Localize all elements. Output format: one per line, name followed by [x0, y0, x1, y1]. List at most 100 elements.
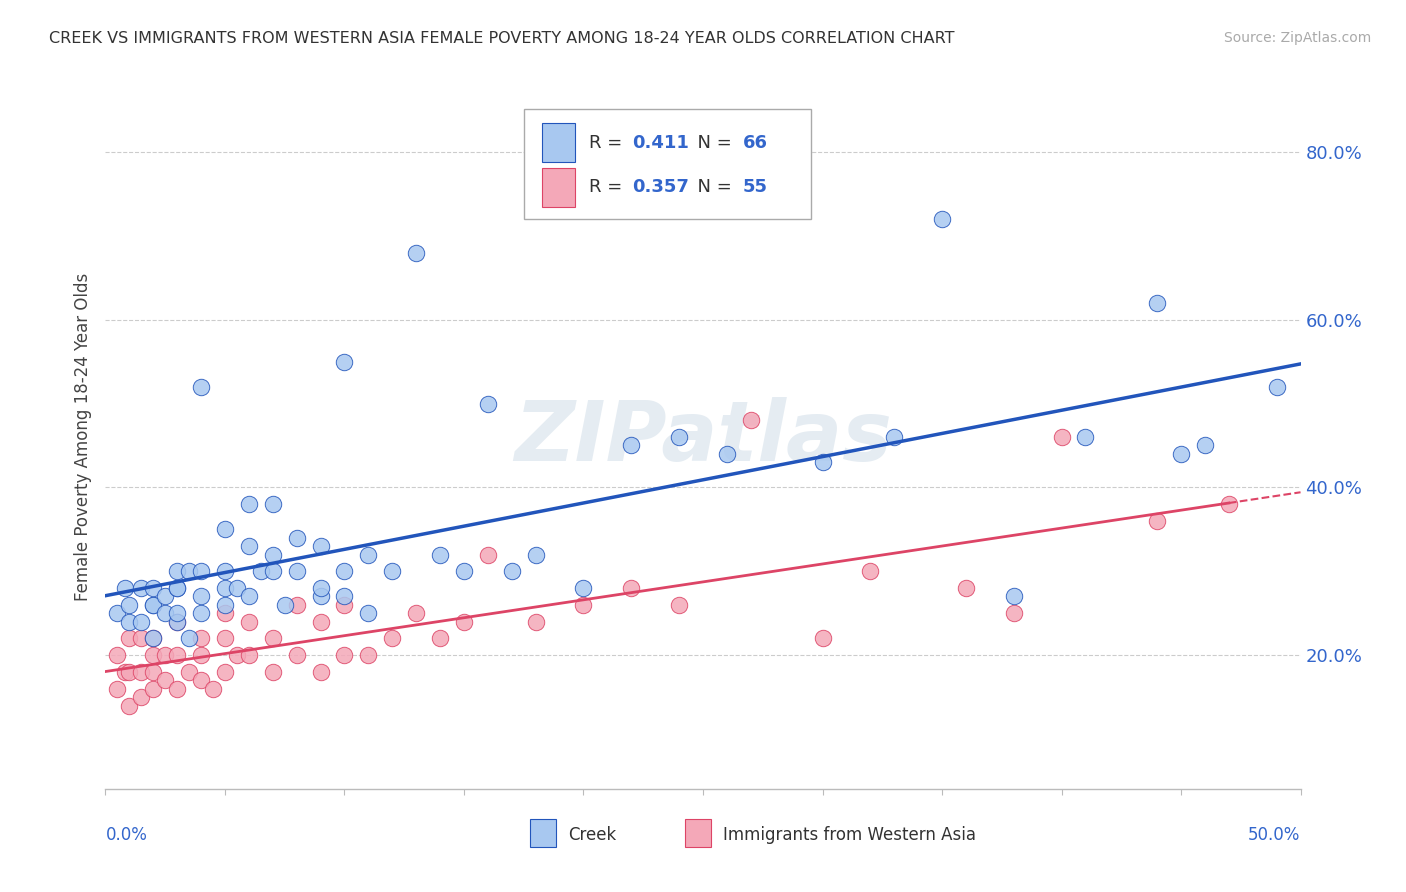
Point [214, 598, 236, 612]
Point [620, 581, 643, 595]
Y-axis label: Female Poverty Among 18-24 Year Olds: Female Poverty Among 18-24 Year Olds [73, 273, 91, 601]
Text: Source: ZipAtlas.com: Source: ZipAtlas.com [1223, 31, 1371, 45]
Point [309, 539, 332, 553]
Point [668, 430, 690, 444]
Point [166, 681, 188, 696]
Point [166, 581, 188, 595]
Point [1002, 607, 1025, 621]
Point [524, 548, 547, 562]
Point [142, 598, 165, 612]
Text: 66: 66 [742, 134, 768, 152]
Point [177, 564, 201, 578]
Point [859, 564, 882, 578]
Text: 0.357: 0.357 [633, 178, 689, 196]
Point [931, 211, 953, 226]
Point [309, 581, 332, 595]
Text: CREEK VS IMMIGRANTS FROM WESTERN ASIA FEMALE POVERTY AMONG 18-24 YEAR OLDS CORRE: CREEK VS IMMIGRANTS FROM WESTERN ASIA FE… [49, 31, 955, 46]
Point [262, 564, 284, 578]
Point [166, 564, 188, 578]
Point [524, 615, 547, 629]
Point [333, 598, 356, 612]
Point [190, 380, 212, 394]
Point [1218, 497, 1240, 511]
Point [202, 681, 225, 696]
Point [153, 648, 177, 663]
Point [1146, 296, 1168, 310]
Point [285, 598, 308, 612]
Point [883, 430, 905, 444]
Point [118, 665, 141, 679]
Point [955, 581, 977, 595]
Point [190, 607, 212, 621]
Point [107, 607, 129, 621]
Point [453, 615, 475, 629]
Point [250, 564, 273, 578]
Point [238, 615, 260, 629]
Point [166, 648, 188, 663]
Point [453, 564, 475, 578]
Point [273, 598, 295, 612]
Point [142, 681, 165, 696]
Point [129, 581, 153, 595]
Point [118, 598, 141, 612]
Point [285, 648, 308, 663]
Point [285, 531, 308, 545]
Point [129, 632, 153, 646]
Point [118, 632, 141, 646]
Point [309, 615, 332, 629]
Point [142, 632, 165, 646]
Point [214, 632, 236, 646]
Point [333, 564, 356, 578]
Point [153, 590, 177, 604]
Point [166, 581, 188, 595]
FancyBboxPatch shape [685, 819, 711, 847]
Point [190, 632, 212, 646]
Text: R =: R = [589, 134, 628, 152]
Point [1146, 514, 1168, 528]
Text: ZIPatlas: ZIPatlas [515, 397, 891, 477]
Point [262, 632, 284, 646]
Point [620, 438, 643, 452]
Point [142, 648, 165, 663]
Point [214, 522, 236, 536]
Point [716, 447, 738, 461]
Point [381, 632, 404, 646]
Point [214, 581, 236, 595]
Point [107, 681, 129, 696]
Point [477, 548, 499, 562]
Point [429, 632, 451, 646]
Point [166, 615, 188, 629]
Point [214, 607, 236, 621]
Point [405, 245, 427, 260]
FancyBboxPatch shape [541, 168, 575, 207]
Point [309, 590, 332, 604]
Point [572, 598, 595, 612]
Point [214, 564, 236, 578]
Point [357, 607, 380, 621]
Point [333, 354, 356, 368]
Point [357, 548, 380, 562]
Point [142, 665, 165, 679]
Text: N =: N = [686, 134, 738, 152]
FancyBboxPatch shape [524, 110, 810, 219]
Point [309, 665, 332, 679]
Point [1050, 430, 1073, 444]
Point [1194, 438, 1216, 452]
Point [153, 607, 177, 621]
Point [501, 564, 523, 578]
Point [572, 581, 595, 595]
FancyBboxPatch shape [530, 819, 555, 847]
Point [381, 564, 404, 578]
Point [190, 590, 212, 604]
Text: Immigrants from Western Asia: Immigrants from Western Asia [723, 826, 976, 844]
FancyBboxPatch shape [541, 123, 575, 162]
Point [190, 673, 212, 688]
Point [740, 413, 762, 427]
Text: Creek: Creek [568, 826, 616, 844]
Point [238, 590, 260, 604]
Point [1002, 590, 1025, 604]
Point [1074, 430, 1097, 444]
Point [429, 548, 451, 562]
Point [1265, 380, 1288, 394]
Text: 55: 55 [742, 178, 768, 196]
